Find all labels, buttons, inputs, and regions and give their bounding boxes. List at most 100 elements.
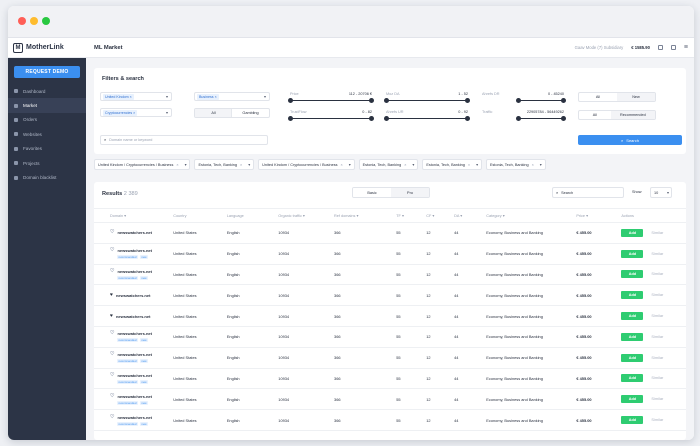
add-button[interactable]: Add bbox=[621, 291, 644, 300]
close-icon[interactable]: × bbox=[340, 162, 343, 167]
column-header[interactable]: DA ▾ bbox=[452, 208, 485, 223]
country-select[interactable]: United Kindom × ▾ bbox=[100, 92, 172, 101]
ahrefs-dr-range[interactable]: Ahrefs DR 0 - 45240 bbox=[482, 92, 566, 103]
column-header[interactable]: Domain ▾ bbox=[94, 208, 172, 223]
page-size-select[interactable]: 10 ▾ bbox=[650, 187, 672, 198]
chevron-down-icon[interactable]: ▾ bbox=[348, 163, 351, 167]
column-header[interactable]: Price ▾ bbox=[574, 208, 620, 223]
range-handle-max[interactable] bbox=[561, 116, 566, 121]
user-icon[interactable] bbox=[670, 45, 676, 50]
range-handle-min[interactable] bbox=[384, 98, 389, 103]
type-select[interactable]: Business × ▾ bbox=[194, 92, 270, 101]
domain-link[interactable]: newswatchers.net bbox=[117, 331, 152, 337]
heart-icon[interactable]: ♡ bbox=[110, 351, 115, 358]
menu-icon[interactable]: ≡ bbox=[683, 44, 688, 51]
range-handle-min[interactable] bbox=[516, 116, 521, 121]
heart-icon[interactable]: ♥ bbox=[110, 312, 113, 319]
close-icon[interactable]: × bbox=[404, 162, 407, 167]
domain-link[interactable]: newswatchers.net bbox=[117, 268, 152, 274]
column-header[interactable]: Language bbox=[224, 208, 277, 223]
applied-filter-chip[interactable]: Estonia, Tech, Banking × ▾ bbox=[422, 159, 482, 170]
minimize-window-button[interactable] bbox=[30, 17, 38, 25]
similar-link[interactable]: Similar bbox=[651, 250, 664, 256]
sidebar-item-favorites[interactable]: Favorites bbox=[8, 142, 86, 156]
range-handle-min[interactable] bbox=[384, 116, 389, 121]
heart-icon[interactable]: ♡ bbox=[110, 413, 115, 420]
heart-icon[interactable]: ♡ bbox=[110, 330, 115, 337]
chevron-down-icon[interactable]: ▾ bbox=[539, 163, 542, 167]
search-button[interactable]: ⌕ Search bbox=[578, 135, 682, 145]
toggle-recommended[interactable]: Recommended bbox=[610, 111, 655, 119]
close-icon[interactable]: × bbox=[240, 162, 243, 167]
category-select[interactable]: Cryptocurrencies × ▾ bbox=[100, 108, 172, 117]
similar-link[interactable]: Similar bbox=[651, 292, 664, 298]
range-handle-min[interactable] bbox=[288, 116, 293, 121]
recommended-toggle[interactable]: All Recommended bbox=[578, 110, 656, 120]
domain-link[interactable]: newswatchers.net bbox=[117, 248, 152, 254]
similar-link[interactable]: Similar bbox=[651, 354, 664, 360]
toggle-new[interactable]: New bbox=[617, 93, 655, 101]
trustflow-range[interactable]: TrustFlow 0 - 82 bbox=[288, 110, 374, 121]
column-header[interactable]: Organic traffic ▾ bbox=[276, 208, 333, 223]
domain-link[interactable]: newswatchers.net bbox=[117, 372, 152, 378]
add-button[interactable]: Add bbox=[621, 374, 644, 383]
column-header[interactable]: Ref domains ▾ bbox=[332, 208, 395, 223]
type-chip[interactable]: Business × bbox=[197, 93, 219, 100]
range-handle-max[interactable] bbox=[465, 98, 470, 103]
add-button[interactable]: Add bbox=[621, 249, 644, 258]
domain-link[interactable]: newswatchers.net bbox=[117, 230, 152, 236]
similar-link[interactable]: Similar bbox=[651, 313, 664, 319]
new-toggle[interactable]: All New bbox=[578, 92, 656, 102]
range-handle-max[interactable] bbox=[369, 116, 374, 121]
range-handle-max[interactable] bbox=[369, 98, 374, 103]
ahrefs-ur-range[interactable]: Ahrefs UR 0 - 92 bbox=[384, 110, 470, 121]
heart-icon[interactable]: ♥ bbox=[110, 291, 113, 298]
sidebar-item-market[interactable]: Market bbox=[8, 98, 86, 113]
add-button[interactable]: Add bbox=[621, 270, 644, 279]
domain-link[interactable]: newswatchers.net bbox=[117, 393, 152, 399]
applied-filter-chip[interactable]: Estonia, Tech, Banking × ▾ bbox=[358, 159, 419, 170]
range-handle-max[interactable] bbox=[465, 116, 470, 121]
column-header[interactable]: Category ▾ bbox=[484, 208, 575, 223]
add-button[interactable]: Add bbox=[621, 332, 644, 341]
add-button[interactable]: Add bbox=[621, 312, 644, 321]
chevron-down-icon[interactable]: ▾ bbox=[184, 163, 187, 167]
similar-link[interactable]: Similar bbox=[651, 396, 664, 402]
sidebar-item-domain-blacklist[interactable]: Domain blacklist bbox=[8, 170, 86, 184]
gambling-toggle[interactable]: All Gambling bbox=[194, 108, 270, 118]
heart-icon[interactable]: ♡ bbox=[110, 267, 115, 274]
sidebar-item-projects[interactable]: Projects bbox=[8, 156, 86, 170]
sidebar-item-websites[interactable]: Websites bbox=[8, 127, 86, 141]
moz-da-range[interactable]: Moz DA 1 - 52 bbox=[384, 92, 470, 103]
toggle-all[interactable]: All bbox=[195, 109, 232, 117]
similar-link[interactable]: Similar bbox=[651, 229, 664, 235]
applied-filter-chip[interactable]: Estonia, Tech, Banking × ▾ bbox=[194, 159, 255, 170]
chevron-down-icon[interactable]: ▾ bbox=[412, 163, 415, 167]
add-button[interactable]: Add bbox=[621, 228, 644, 237]
tab-pro[interactable]: Pro bbox=[391, 188, 429, 197]
close-icon[interactable]: × bbox=[467, 162, 471, 167]
applied-filter-chip[interactable]: United Kindom / Cryptocurrencies / Busin… bbox=[94, 159, 191, 170]
similar-link[interactable]: Similar bbox=[651, 375, 664, 381]
cart-icon[interactable] bbox=[657, 45, 663, 50]
results-search-input[interactable]: ⌕ Search bbox=[552, 187, 624, 198]
similar-link[interactable]: Similar bbox=[651, 417, 664, 423]
country-chip[interactable]: United Kindom × bbox=[103, 93, 134, 100]
range-handle-min[interactable] bbox=[516, 98, 521, 103]
heart-icon[interactable]: ♡ bbox=[110, 229, 115, 236]
close-icon[interactable]: × bbox=[176, 162, 179, 167]
account-mode-label[interactable]: Gaav Mode (7) Subsidiary bbox=[574, 45, 624, 50]
applied-filter-chip[interactable]: Estonia, Tech, Banking × ▾ bbox=[486, 159, 546, 170]
request-demo-button[interactable]: REQUEST DEMO bbox=[14, 66, 80, 78]
toggle-all[interactable]: All bbox=[579, 111, 611, 119]
heart-icon[interactable]: ♡ bbox=[110, 247, 115, 254]
add-button[interactable]: Add bbox=[621, 395, 644, 404]
column-header[interactable]: CF ▾ bbox=[424, 208, 453, 223]
domain-search-input[interactable]: ⌕ Domain name or keyword bbox=[100, 135, 268, 145]
chevron-down-icon[interactable]: ▾ bbox=[476, 163, 478, 167]
column-header[interactable]: Country bbox=[171, 208, 225, 223]
heart-icon[interactable]: ♡ bbox=[110, 392, 115, 399]
similar-link[interactable]: Similar bbox=[651, 271, 664, 277]
sidebar-item-dashboard[interactable]: Dashboard bbox=[8, 84, 86, 98]
maximize-window-button[interactable] bbox=[42, 17, 50, 25]
